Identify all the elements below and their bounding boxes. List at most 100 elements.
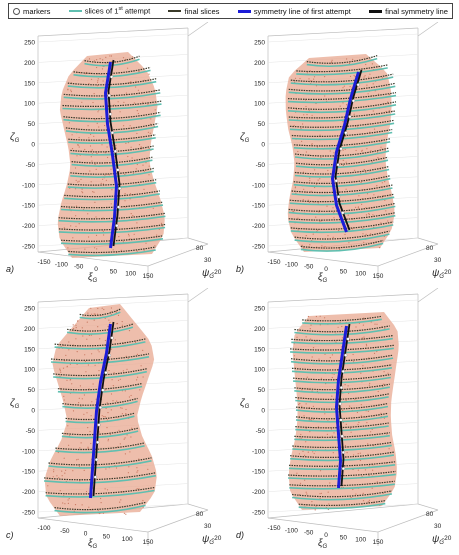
z-axis-label-subscript: G — [245, 138, 250, 144]
cloud-point — [97, 349, 99, 351]
cloud-point — [293, 355, 295, 357]
cloud-point — [104, 488, 106, 490]
x-tick-label: -100 — [55, 261, 68, 268]
cloud-point — [342, 409, 344, 412]
axis-frame-line — [37, 251, 149, 267]
cloud-point — [367, 93, 369, 95]
cloud-point — [119, 111, 121, 113]
z-tick-label: 150 — [254, 80, 265, 87]
cloud-point — [366, 193, 369, 195]
cloud-point — [371, 428, 373, 430]
cloud-point — [362, 500, 365, 502]
cloud-point — [97, 307, 99, 310]
cloud-point — [79, 385, 81, 387]
cloud-point — [347, 214, 349, 216]
slice-final — [292, 490, 393, 498]
cloud-point — [68, 497, 70, 500]
cloud-point — [121, 407, 123, 409]
slice-final — [70, 167, 154, 175]
cloud-point — [342, 102, 344, 104]
cloud-point — [367, 443, 369, 445]
cloud-point — [75, 215, 77, 217]
slice-first-attempt — [288, 113, 396, 122]
cloud-point — [307, 315, 309, 318]
cloud-point — [59, 490, 61, 492]
x-tick-label: 150 — [373, 539, 384, 546]
cloud-point — [373, 352, 376, 354]
cloud-point — [388, 110, 390, 112]
cloud-point — [103, 308, 105, 311]
slice-first-attempt — [68, 249, 156, 257]
cloud-point — [344, 384, 346, 386]
slice-final — [67, 78, 157, 86]
cloud-point — [341, 390, 343, 392]
cloud-point — [124, 200, 126, 202]
cloud-point — [315, 102, 317, 105]
cloud-point — [59, 375, 61, 377]
cloud-point — [77, 181, 79, 183]
z-tick-label: 250 — [254, 306, 265, 313]
cloud-point — [78, 466, 81, 468]
cloud-point — [364, 75, 366, 77]
slice-final — [289, 119, 395, 128]
cloud-point — [81, 188, 83, 190]
cloud-point — [78, 136, 80, 139]
cloud-point — [91, 160, 93, 162]
z-tick-label: 0 — [31, 142, 35, 149]
cloud-point — [359, 459, 361, 462]
cloud-point — [383, 417, 385, 419]
cloud-point — [81, 504, 83, 506]
cloud-point — [125, 92, 127, 94]
cloud-point — [305, 441, 307, 443]
cloud-point — [129, 125, 131, 127]
cloud-point — [305, 403, 307, 405]
z-tick-label: 50 — [28, 121, 36, 128]
cloud-point — [89, 145, 92, 147]
cloud-point — [136, 467, 138, 469]
cloud-point — [125, 355, 127, 357]
marker-point — [116, 168, 120, 172]
cloud-point — [324, 413, 326, 415]
cloud-point — [90, 334, 92, 336]
symmetry-line-first-attempt — [89, 323, 112, 499]
x-tick-label: 100 — [122, 536, 133, 543]
cloud-point — [93, 135, 95, 137]
cloud-point — [64, 503, 66, 505]
marker-point — [336, 163, 340, 167]
z-tick-label: -150 — [252, 469, 265, 476]
cloud-point — [348, 62, 351, 64]
cloud-point — [79, 72, 82, 74]
cloud-point — [71, 134, 73, 136]
cloud-point — [350, 496, 352, 499]
cloud-point — [363, 318, 365, 320]
cloud-point — [369, 382, 371, 384]
cloud-point — [128, 466, 130, 468]
cloud-point — [363, 336, 365, 338]
cloud-point — [100, 116, 103, 118]
cloud-point — [357, 453, 359, 455]
cloud-point — [346, 452, 348, 454]
cloud-point — [331, 395, 333, 397]
marker-point — [341, 450, 345, 454]
cloud-point — [89, 430, 91, 433]
z-tick-label: -50 — [256, 162, 266, 169]
cloud-point — [86, 321, 88, 323]
z-tick-label: -250 — [252, 510, 265, 517]
cloud-point — [320, 492, 322, 494]
marker-point — [98, 405, 103, 410]
cloud-point — [156, 234, 158, 236]
cloud-point — [138, 458, 140, 460]
cloud-point — [75, 327, 77, 329]
cloud-point — [83, 469, 85, 471]
marker-point — [109, 75, 114, 79]
cloud-point — [368, 212, 370, 215]
axis-frame-line — [377, 509, 439, 533]
cloud-point — [308, 78, 310, 80]
cloud-point — [376, 323, 378, 325]
grid-line — [37, 33, 189, 43]
cloud-point — [313, 78, 315, 80]
cloud-point — [145, 162, 147, 164]
cloud-point — [312, 405, 314, 407]
cloud-point — [124, 390, 126, 392]
cloud-point — [112, 400, 114, 402]
